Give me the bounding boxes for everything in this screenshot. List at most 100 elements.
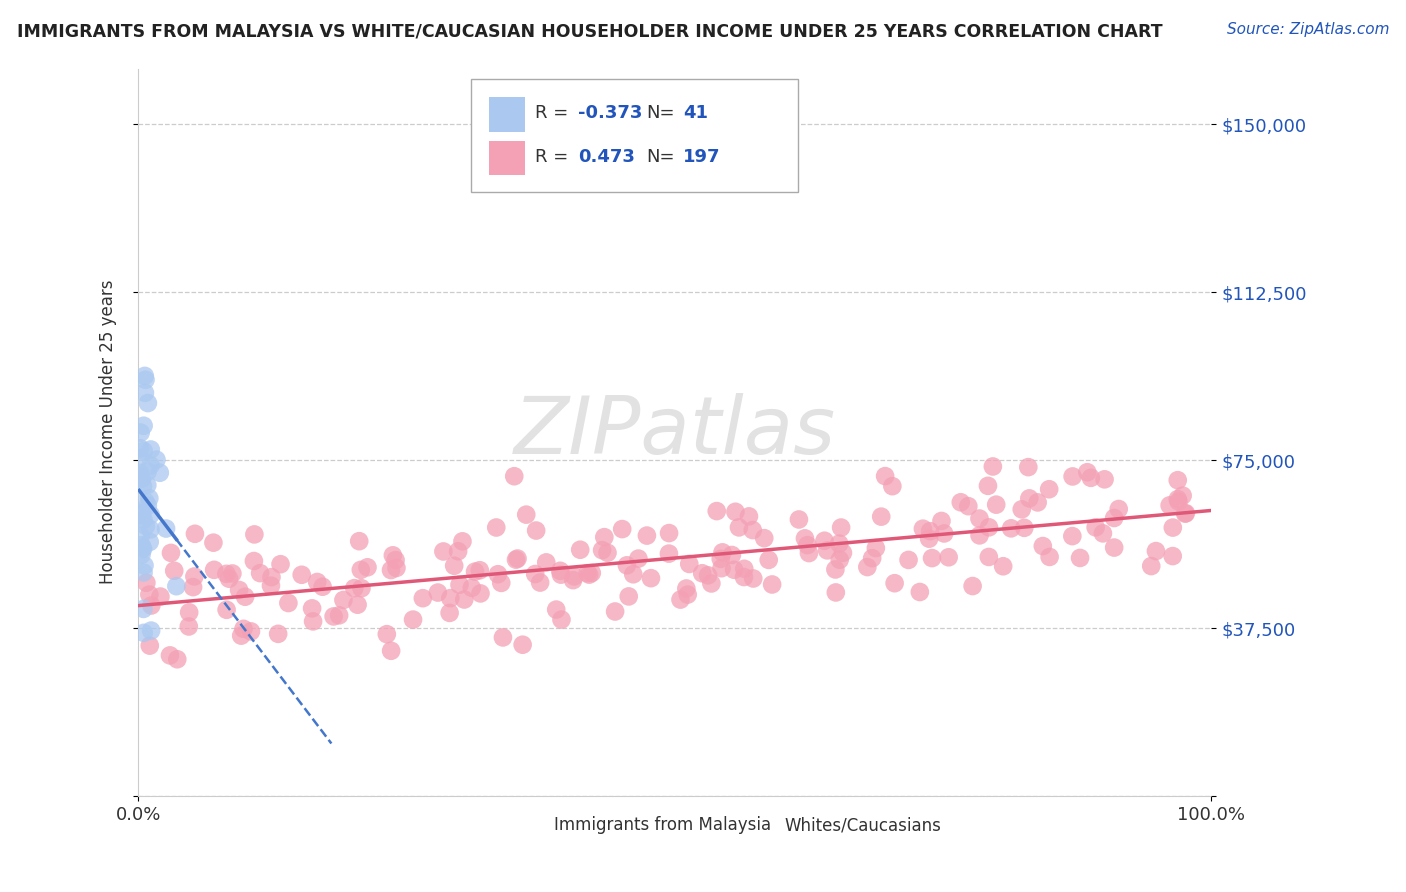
Point (815, 543, 838, 558)
FancyBboxPatch shape (524, 814, 548, 836)
Text: 0.473: 0.473 (578, 147, 636, 166)
Point (934, 526, 956, 541)
Point (155, 522, 177, 536)
Point (132, 566, 155, 580)
Y-axis label: Householder Income Under 25 years: Householder Income Under 25 years (100, 280, 117, 584)
Point (322, 609, 344, 624)
Point (139, 639, 162, 653)
Point (505, 552, 527, 566)
Point (163, 564, 186, 578)
Point (464, 565, 486, 579)
Point (131, 508, 153, 522)
Point (380, 563, 402, 577)
Point (138, 588, 160, 602)
Point (728, 520, 751, 534)
Point (249, 566, 271, 580)
Point (131, 548, 153, 562)
Point (131, 538, 153, 552)
Point (1018, 491, 1040, 506)
Point (221, 566, 243, 581)
Point (439, 606, 461, 620)
Point (676, 588, 699, 602)
Point (134, 368, 156, 383)
Point (439, 591, 461, 606)
Point (870, 509, 893, 524)
Point (128, 450, 150, 465)
Point (136, 499, 159, 513)
Text: R =: R = (536, 147, 574, 166)
Point (402, 613, 425, 627)
Point (461, 581, 484, 595)
Point (832, 546, 855, 560)
Point (468, 563, 491, 577)
Point (132, 443, 155, 458)
Point (1026, 495, 1049, 509)
Point (232, 622, 254, 636)
Point (991, 559, 1014, 574)
Point (131, 541, 153, 555)
Point (134, 558, 156, 573)
Point (1108, 502, 1130, 516)
Point (710, 561, 733, 575)
Point (621, 567, 644, 582)
Point (132, 418, 155, 433)
Point (486, 567, 509, 582)
Point (136, 478, 159, 492)
Point (738, 509, 761, 524)
Point (596, 546, 619, 560)
Point (675, 582, 697, 596)
Point (1159, 499, 1181, 513)
Point (202, 563, 225, 577)
Point (135, 519, 157, 533)
FancyBboxPatch shape (489, 141, 524, 176)
Point (733, 562, 755, 576)
Point (882, 479, 904, 493)
Point (1174, 507, 1197, 521)
Point (270, 558, 292, 572)
Point (183, 569, 205, 583)
Point (754, 531, 776, 545)
Point (636, 528, 658, 542)
Point (977, 479, 1000, 493)
Point (243, 527, 266, 541)
Point (697, 568, 720, 582)
Point (920, 524, 942, 539)
Text: Whites/Caucasians: Whites/Caucasians (785, 816, 941, 834)
Point (277, 596, 299, 610)
Text: -0.373: -0.373 (578, 103, 643, 122)
Point (1140, 559, 1163, 574)
Point (129, 529, 152, 543)
Point (267, 627, 290, 641)
Point (138, 535, 160, 549)
Point (591, 543, 613, 558)
Point (977, 549, 1000, 564)
Point (658, 526, 681, 541)
Point (202, 535, 225, 549)
Point (741, 523, 763, 537)
Point (311, 580, 333, 594)
Point (875, 469, 897, 483)
Point (384, 553, 406, 567)
Point (131, 507, 153, 521)
Point (451, 534, 474, 549)
Point (159, 648, 181, 663)
Point (938, 550, 960, 565)
Point (1080, 471, 1102, 485)
Point (132, 513, 155, 527)
Point (908, 585, 931, 599)
Point (1084, 520, 1107, 534)
Point (911, 522, 934, 536)
Point (160, 546, 183, 560)
Point (138, 491, 160, 506)
Point (796, 538, 818, 552)
Point (135, 575, 157, 590)
Point (918, 532, 941, 546)
Point (132, 602, 155, 616)
Point (1000, 521, 1022, 535)
Point (616, 558, 638, 573)
Point (447, 544, 470, 558)
Text: ZIPatlas: ZIPatlas (513, 393, 837, 471)
Point (132, 625, 155, 640)
Point (1014, 521, 1036, 535)
Point (128, 469, 150, 483)
